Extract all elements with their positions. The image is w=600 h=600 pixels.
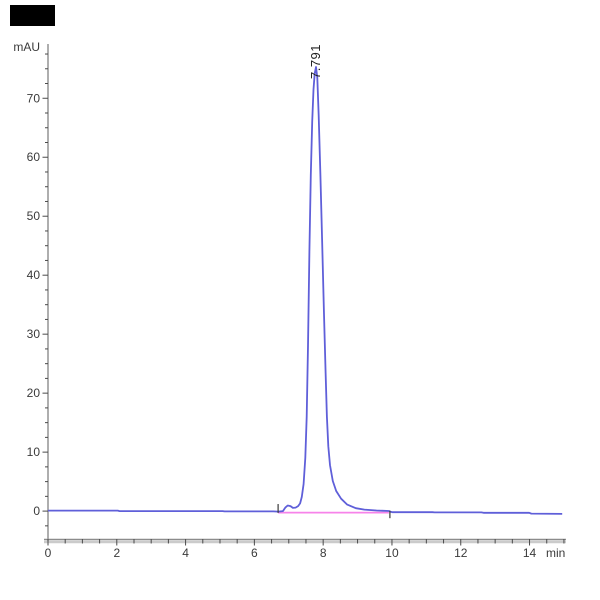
x-axis-tick-label: 14 <box>523 546 537 560</box>
x-axis-tick-label: 6 <box>251 546 258 560</box>
y-axis-tick-label: 10 <box>27 445 41 459</box>
x-axis-unit-label: min <box>546 546 565 560</box>
x-axis-tick-label: 8 <box>320 546 327 560</box>
y-axis-tick-label: 30 <box>27 327 41 341</box>
uv-trace <box>48 66 563 515</box>
y-axis-tick-label: 70 <box>27 91 41 105</box>
x-axis-tick-label: 12 <box>454 546 468 560</box>
x-axis-tick-label: 4 <box>182 546 189 560</box>
x-axis-tick-label: 2 <box>113 546 120 560</box>
peak-retention-time-label: 7.791 <box>308 44 323 79</box>
y-axis-tick-label: 50 <box>27 209 41 223</box>
y-axis-tick-label: 0 <box>33 504 40 518</box>
x-axis-tick-label: 0 <box>45 546 52 560</box>
y-axis-unit-label: mAU <box>13 40 40 54</box>
y-axis-tick-label: 40 <box>27 268 41 282</box>
x-axis-tick-label: 10 <box>385 546 399 560</box>
redaction-box <box>10 5 55 26</box>
y-axis-tick-label: 20 <box>27 386 41 400</box>
y-axis-tick-label: 60 <box>27 150 41 164</box>
